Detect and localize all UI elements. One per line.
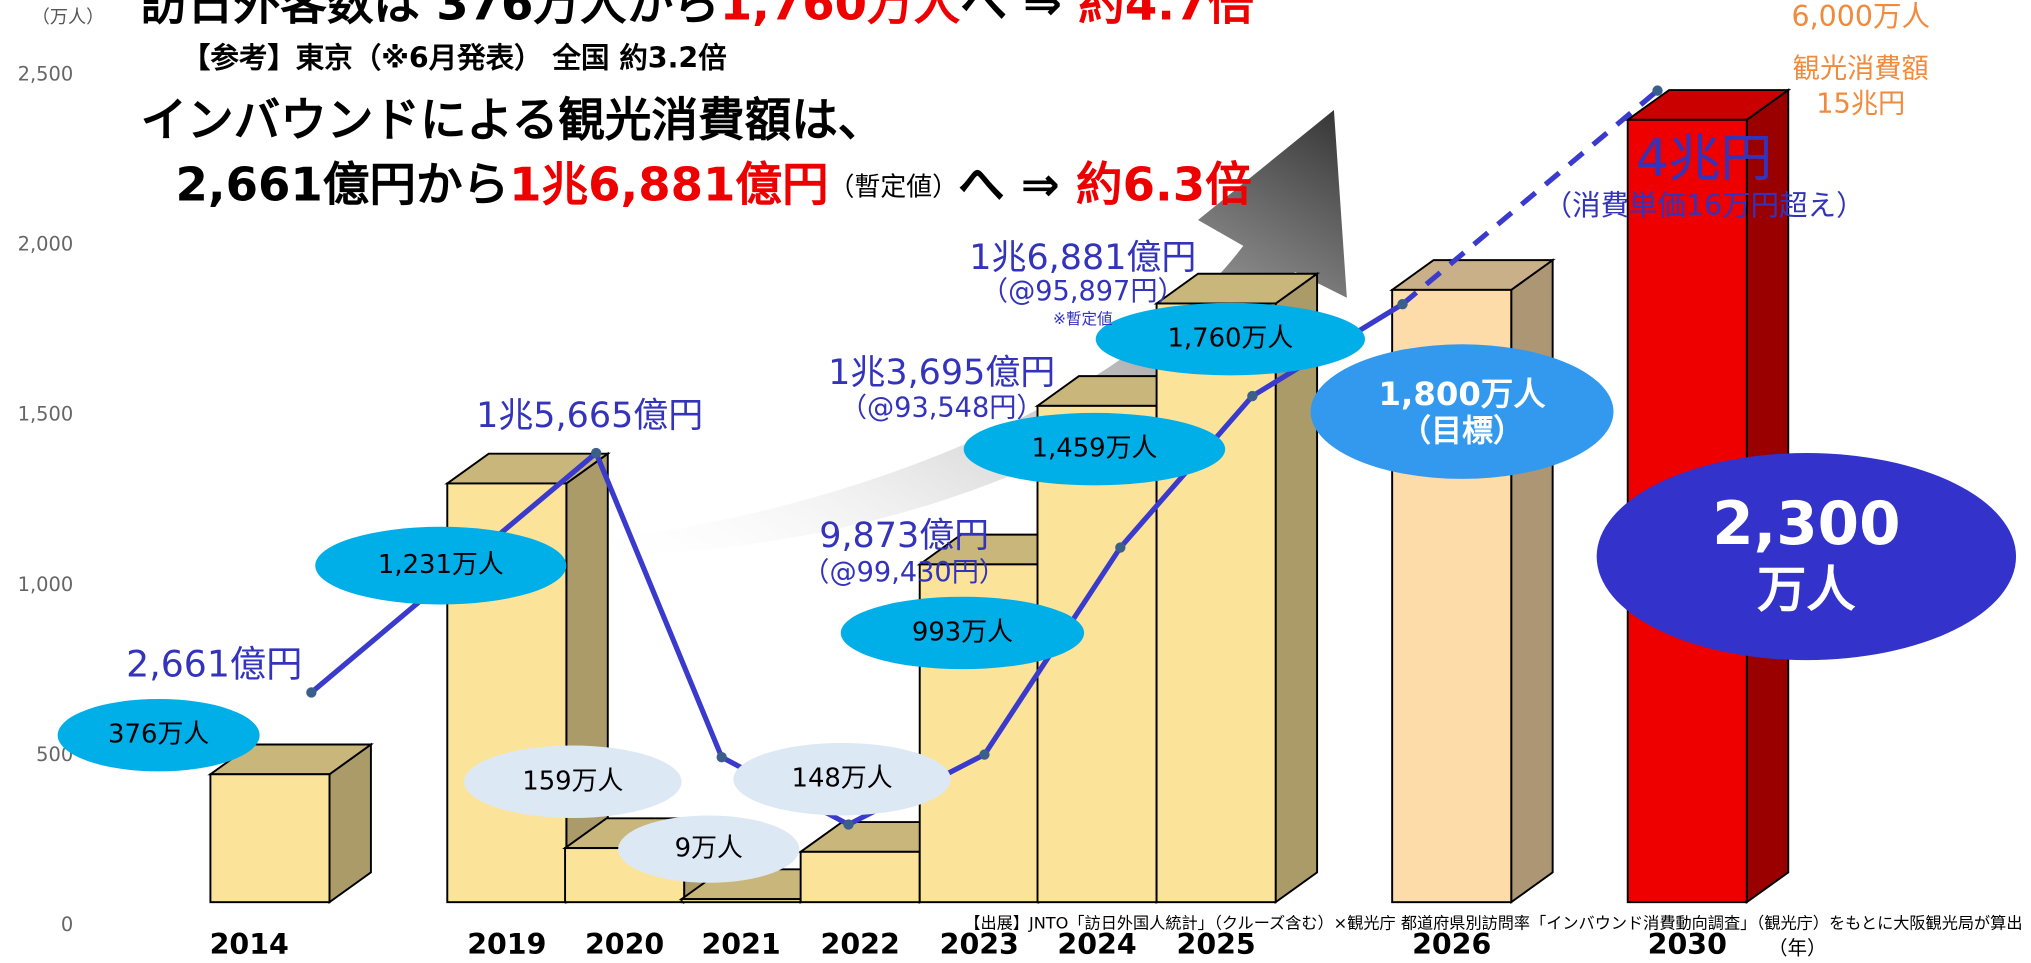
annotation: 1兆6,881億円 [969, 238, 1196, 278]
y-unit: （万人） [32, 7, 104, 28]
x-unit: （年） [1768, 936, 1826, 959]
value-bubble [840, 596, 1085, 670]
bar [209, 773, 331, 904]
bar [680, 898, 802, 904]
headline-part: へ ⇒ [960, 0, 1078, 30]
headline-part: 1,760万人 [720, 0, 961, 30]
value-note: 万人 [1757, 560, 1855, 618]
labels: （万人） 0 500 1,000 1,500 2,000 2,500 2014 2019 2020… [18, 0, 2023, 961]
value-label: 1,231万人 [378, 550, 504, 580]
annotation: 4兆円 [1636, 129, 1772, 189]
headline-part: 約4.7倍 [1078, 0, 1254, 30]
headline-part: 1兆6,881億円 [509, 157, 828, 211]
annotation: 1兆5,665億円 [476, 396, 703, 436]
bar [1155, 302, 1277, 904]
annotation: 6,000万人 [1791, 0, 1929, 33]
headline-part: 訪日外客数は 376万人から [141, 0, 720, 30]
headline: 【参考】東京（※6月発表） 全国 約3.2倍 [182, 42, 727, 75]
x-tick-label: 2014 [210, 928, 289, 961]
value-label: 376万人 [108, 720, 209, 750]
value-bubble [733, 742, 951, 816]
value-label: 993万人 [912, 617, 1013, 647]
y-tick-label: 1,000 [18, 573, 74, 596]
x-tick-label: 2020 [585, 928, 664, 961]
value-label: 148万人 [791, 764, 892, 794]
dashed-line [1400, 88, 1660, 307]
value-label: 159万人 [522, 766, 623, 796]
y-tick-label: 1,500 [18, 403, 74, 426]
x-tick-label: 2019 [467, 928, 546, 961]
value-note: （目標） [1400, 413, 1524, 449]
annotation: 1兆3,695億円 [828, 353, 1055, 393]
value-bubble [963, 412, 1226, 486]
annotation: （@99,430円） [802, 557, 1006, 588]
x-tick-label: 2023 [940, 928, 1019, 961]
y-tick-label: 2,500 [18, 63, 74, 86]
x-tick-label: 2022 [821, 928, 900, 961]
headline-part: インバウンドによる観光消費額は、 [141, 92, 885, 146]
annotation: （@95,897円） [981, 276, 1185, 307]
annotation: 観光消費額 [1793, 53, 1929, 84]
headline: 訪日外客数は 376万人から1,760万人へ ⇒ 約4.7倍 [141, 0, 1254, 30]
value-bubble [57, 698, 260, 772]
value-label: 1,459万人 [1032, 434, 1158, 464]
y-tick-label: 2,000 [18, 233, 74, 256]
value-bubble [1596, 453, 2017, 661]
annotation: （@93,548円） [840, 393, 1044, 424]
x-tick-label: 2030 [1648, 928, 1727, 961]
x-tick-label: 2024 [1057, 928, 1136, 961]
headline-part: 2,661億円から [175, 157, 509, 211]
x-tick-label: 2026 [1412, 928, 1491, 961]
annotation: （消費単価16万円超え） [1544, 189, 1865, 222]
value-label: 1,800万人 [1379, 375, 1547, 413]
value-label: 1,760万人 [1167, 324, 1293, 354]
headline: インバウンドによる観光消費額は、 [141, 92, 885, 146]
annotation: 9,873億円 [819, 516, 989, 556]
value-label: 9万人 [675, 834, 743, 864]
headline-part: （暫定値） [829, 172, 958, 202]
source: 【出展】JNTO「訪日外国人統計」（クルーズ含む）×観光庁 都道府県別訪問率「イ… [964, 914, 2022, 933]
y-tick-label: 0 [61, 913, 73, 936]
headline-part: 約6.3倍 [1076, 157, 1252, 211]
value-label: 2,300 [1712, 490, 1900, 559]
annotation: ※暫定値 [1053, 310, 1113, 328]
bar [799, 850, 921, 904]
value-bubble [618, 815, 800, 883]
y-tick-label: 500 [36, 743, 73, 766]
headline: 2,661億円から1兆6,881億円（暫定値）へ ⇒ 約6.3倍 [175, 157, 1251, 211]
value-bubble [1310, 344, 1614, 479]
value-bubble [315, 526, 567, 605]
annotation: 2,661億円 [126, 643, 302, 686]
headline-part: へ ⇒ [958, 157, 1076, 211]
x-tick-label: 2021 [701, 928, 780, 961]
value-bubble [464, 745, 682, 819]
value-bubble [1095, 302, 1365, 376]
x-tick-label: 2025 [1177, 928, 1256, 961]
annotation: 15兆円 [1816, 88, 1905, 119]
headline-part: 【参考】東京（※6月発表） 全国 約3.2倍 [182, 42, 727, 75]
line-dots [306, 85, 1663, 830]
